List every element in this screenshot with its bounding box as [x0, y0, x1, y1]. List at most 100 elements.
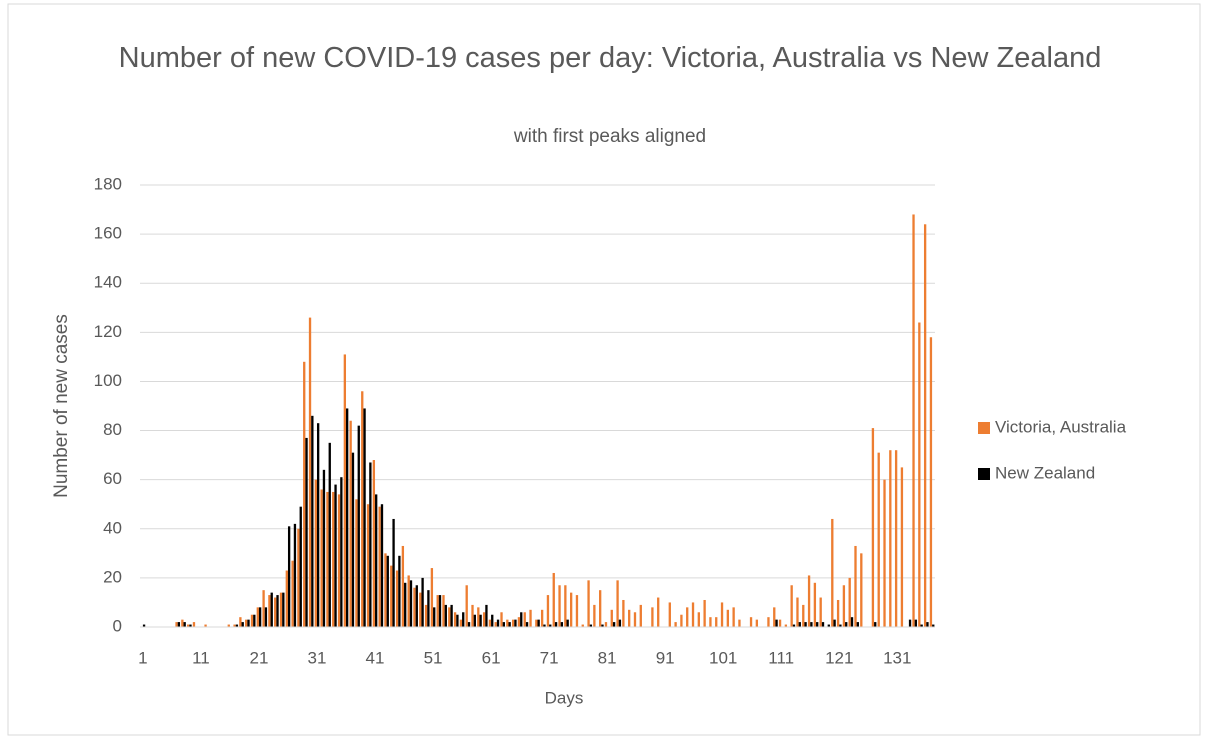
- bar: [390, 565, 393, 627]
- chart-subtitle: with first peaks aligned: [513, 126, 707, 147]
- bar: [668, 602, 671, 627]
- bar: [720, 602, 724, 627]
- bar: [877, 452, 880, 627]
- bar: [227, 624, 230, 627]
- x-tick-label: 121: [825, 648, 853, 667]
- bar: [413, 587, 416, 627]
- bar: [473, 614, 476, 627]
- y-tick-label: 60: [103, 469, 122, 488]
- bar: [680, 614, 683, 627]
- x-tick-label: 101: [709, 648, 737, 667]
- bar: [343, 354, 347, 627]
- bar: [821, 622, 825, 627]
- bar: [421, 577, 424, 627]
- bar: [914, 619, 918, 627]
- bar: [299, 506, 302, 627]
- bar: [657, 597, 660, 627]
- bar: [363, 408, 366, 627]
- bar: [372, 460, 376, 627]
- bar: [456, 614, 459, 627]
- x-tick-label: 51: [424, 648, 443, 667]
- bar: [554, 622, 558, 627]
- bar: [496, 619, 500, 627]
- bar: [610, 609, 613, 627]
- legend-swatch: [978, 468, 990, 480]
- bar: [279, 592, 283, 627]
- bar: [494, 622, 497, 627]
- bar: [192, 622, 196, 627]
- bar: [564, 585, 567, 627]
- bar: [235, 624, 239, 627]
- bar: [566, 619, 569, 627]
- bar: [589, 624, 593, 627]
- bar: [560, 622, 564, 627]
- bar: [543, 624, 546, 627]
- legend-swatch: [978, 422, 990, 434]
- bar: [871, 428, 875, 627]
- bar: [628, 609, 631, 627]
- bar: [639, 604, 642, 627]
- bar: [291, 560, 294, 627]
- bar: [444, 604, 447, 627]
- bar: [471, 604, 474, 627]
- bar: [889, 450, 892, 627]
- bar: [601, 624, 604, 627]
- bar: [349, 420, 352, 627]
- bar: [430, 568, 434, 627]
- bar: [326, 491, 329, 627]
- bar: [929, 337, 933, 627]
- bar: [810, 622, 813, 627]
- x-tick-label: 81: [598, 648, 617, 667]
- bar: [239, 617, 242, 627]
- bar: [798, 622, 801, 627]
- bar: [831, 518, 834, 627]
- bar: [308, 317, 312, 627]
- bar: [813, 582, 817, 627]
- bar: [375, 494, 378, 627]
- bar: [517, 617, 521, 627]
- bar: [268, 595, 271, 627]
- bar: [674, 622, 677, 627]
- bar: [357, 425, 360, 627]
- bar: [775, 619, 778, 627]
- bar: [337, 494, 341, 627]
- bar: [314, 479, 317, 627]
- y-tick-label: 40: [103, 518, 122, 537]
- bar: [691, 602, 695, 627]
- bar: [918, 322, 921, 627]
- bar: [334, 484, 337, 627]
- bar: [860, 553, 863, 627]
- bar: [258, 607, 262, 627]
- bar: [297, 528, 300, 627]
- bar: [438, 595, 442, 627]
- bar: [320, 489, 323, 627]
- bar: [419, 592, 422, 627]
- bar: [332, 491, 335, 627]
- bar: [407, 575, 410, 627]
- bar: [773, 607, 776, 627]
- x-tick-label: 91: [656, 648, 675, 667]
- bar: [459, 619, 463, 627]
- bar: [827, 624, 830, 627]
- bar: [355, 499, 358, 627]
- bar: [500, 612, 503, 627]
- bar: [250, 614, 254, 627]
- bar: [450, 604, 453, 627]
- bar: [401, 545, 405, 627]
- bar: [792, 624, 796, 627]
- bar: [651, 607, 654, 627]
- bar: [386, 555, 389, 627]
- bar: [850, 617, 854, 627]
- bar: [804, 622, 807, 627]
- bar: [622, 599, 625, 627]
- bar: [854, 545, 857, 627]
- bar: [842, 585, 846, 627]
- y-tick-label: 0: [113, 616, 122, 635]
- bar: [233, 624, 236, 627]
- bar: [467, 622, 471, 627]
- bar: [285, 570, 288, 627]
- bar: [839, 624, 842, 627]
- bar: [181, 619, 184, 627]
- x-tick-label: 11: [192, 648, 210, 667]
